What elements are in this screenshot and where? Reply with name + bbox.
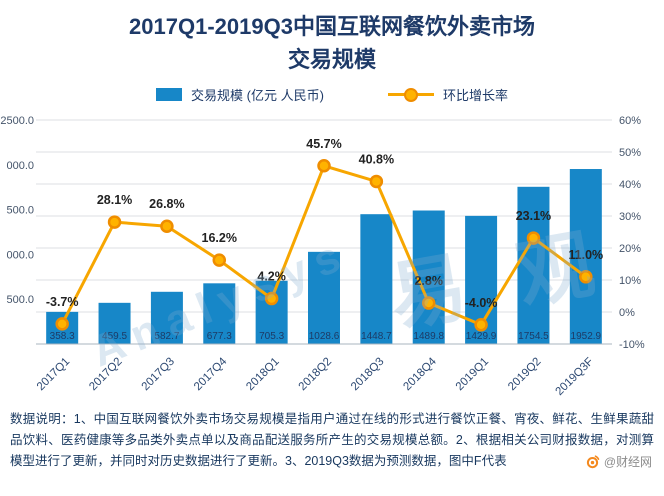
right-tick-label: 0% (619, 307, 635, 319)
left-tick-label: 000.0 (6, 249, 34, 261)
data-notes: 数据说明：1、中国互联网餐饮外卖市场交易规模是指用户通过在线的形式进行餐饮正餐、… (10, 409, 654, 472)
legend-label-growth: 环比增长率 (442, 88, 508, 103)
bar-value-label: 705.3 (259, 331, 284, 342)
legend-label-volume: 交易规模 (亿元 人民币) (191, 88, 324, 103)
x-tick-label: 2017Q4 (192, 355, 230, 393)
x-tick-label: 2018Q4 (401, 355, 439, 393)
weibo-icon (586, 455, 600, 469)
right-tick-label: 40% (619, 179, 641, 191)
x-tick-label: 2017Q2 (87, 356, 124, 393)
x-tick-label: 2018Q2 (297, 356, 334, 393)
x-tick-label: 2018Q1 (244, 356, 281, 393)
right-tick-label: 50% (619, 147, 641, 159)
bar (150, 291, 183, 344)
line-marker-icon (403, 87, 418, 102)
bar (569, 169, 602, 344)
bar (517, 186, 550, 344)
bar (98, 302, 131, 344)
bar-value-label: 1754.5 (518, 331, 549, 342)
x-tick-label: 2019Q1 (454, 356, 491, 393)
right-tick-label: 10% (619, 275, 641, 287)
chart-area: Analysys 易 观 60% 50% 40% 30% 20% 10% 0% -10% 250… (0, 110, 664, 405)
bar-value-label: 1028.6 (309, 331, 340, 342)
growth-marker (579, 270, 593, 284)
left-tick-label: 2500.0 (0, 115, 34, 127)
legend-item-volume: 交易规模 (亿元 人民币) (156, 85, 324, 104)
x-tick-label: 2018Q3 (349, 356, 386, 393)
growth-marker (55, 317, 69, 331)
right-tick-label: 20% (619, 243, 641, 255)
right-tick-label: 60% (619, 115, 641, 127)
combo-chart-svg: 60% 50% 40% 30% 20% 10% 0% -10% 2500.0 000.0 500.0… (0, 115, 645, 398)
left-tick-label: 500.0 (6, 294, 34, 306)
x-tick-label: 2019Q2 (506, 356, 543, 393)
bar (308, 251, 340, 344)
bar-value-label: 1489.8 (413, 331, 444, 342)
growth-label: -3.7% (46, 295, 79, 309)
data-notes-text: 数据说明：1、中国互联网餐饮外卖市场交易规模是指用户通过在线的形式进行餐饮正餐、… (10, 412, 654, 468)
right-tick-label: -10% (619, 339, 645, 351)
attribution-handle: @财经网 (603, 454, 652, 469)
growth-label: 4.2% (257, 270, 286, 284)
growth-label: 40.8% (359, 152, 394, 166)
growth-label: 23.1% (516, 209, 551, 223)
bar-value-label: 582.7 (154, 331, 179, 342)
bar-series-swatch (156, 88, 183, 101)
growth-marker (526, 231, 541, 245)
legend-item-growth: 环比增长率 (387, 85, 508, 104)
growth-label: 16.2% (202, 231, 237, 245)
x-tick-label: 2017Q1 (35, 356, 72, 393)
growth-label: -4.0% (465, 296, 498, 310)
growth-marker (264, 291, 279, 306)
page-title: 2017Q1-2019Q3中国互联网餐饮外卖市场 交易规模 (0, 0, 664, 76)
bar (203, 283, 236, 344)
chart-legend: 交易规模 (亿元 人民币) 环比增长率 (0, 85, 664, 104)
growth-marker (369, 174, 384, 189)
growth-marker (317, 159, 331, 173)
line-series-swatch (387, 87, 434, 102)
left-tick-label: 000.0 (6, 160, 34, 172)
bar-value-label: 459.5 (102, 331, 127, 342)
bar-value-label: 677.3 (207, 331, 232, 342)
growth-marker (421, 296, 436, 310)
left-tick-label: 500.0 (6, 205, 34, 217)
right-tick-label: 30% (619, 211, 641, 223)
growth-marker (212, 253, 227, 267)
growth-label: 28.1% (97, 193, 132, 207)
bar-value-label: 358.3 (50, 331, 75, 342)
growth-label: 2.8% (414, 274, 443, 288)
growth-label: 11.0% (568, 248, 603, 262)
bar-value-label: 1952.9 (571, 331, 602, 342)
x-tick-label: 2017Q3 (140, 356, 177, 393)
growth-marker (107, 215, 122, 229)
weibo-badge: @财经网 (578, 451, 652, 472)
growth-marker (474, 318, 488, 332)
x-tick-label: 2019Q3F (554, 356, 596, 398)
bar (360, 214, 393, 344)
page-title-line2: 交易规模 (287, 47, 376, 72)
bar-value-label: 1429.9 (466, 331, 497, 342)
page-title-line1: 2017Q1-2019Q3中国互联网餐饮外卖市场 (129, 14, 535, 39)
growth-label: 45.7% (306, 137, 341, 151)
growth-label: 26.8% (149, 197, 184, 211)
bar-value-label: 1448.7 (361, 331, 392, 342)
growth-marker (160, 219, 174, 233)
